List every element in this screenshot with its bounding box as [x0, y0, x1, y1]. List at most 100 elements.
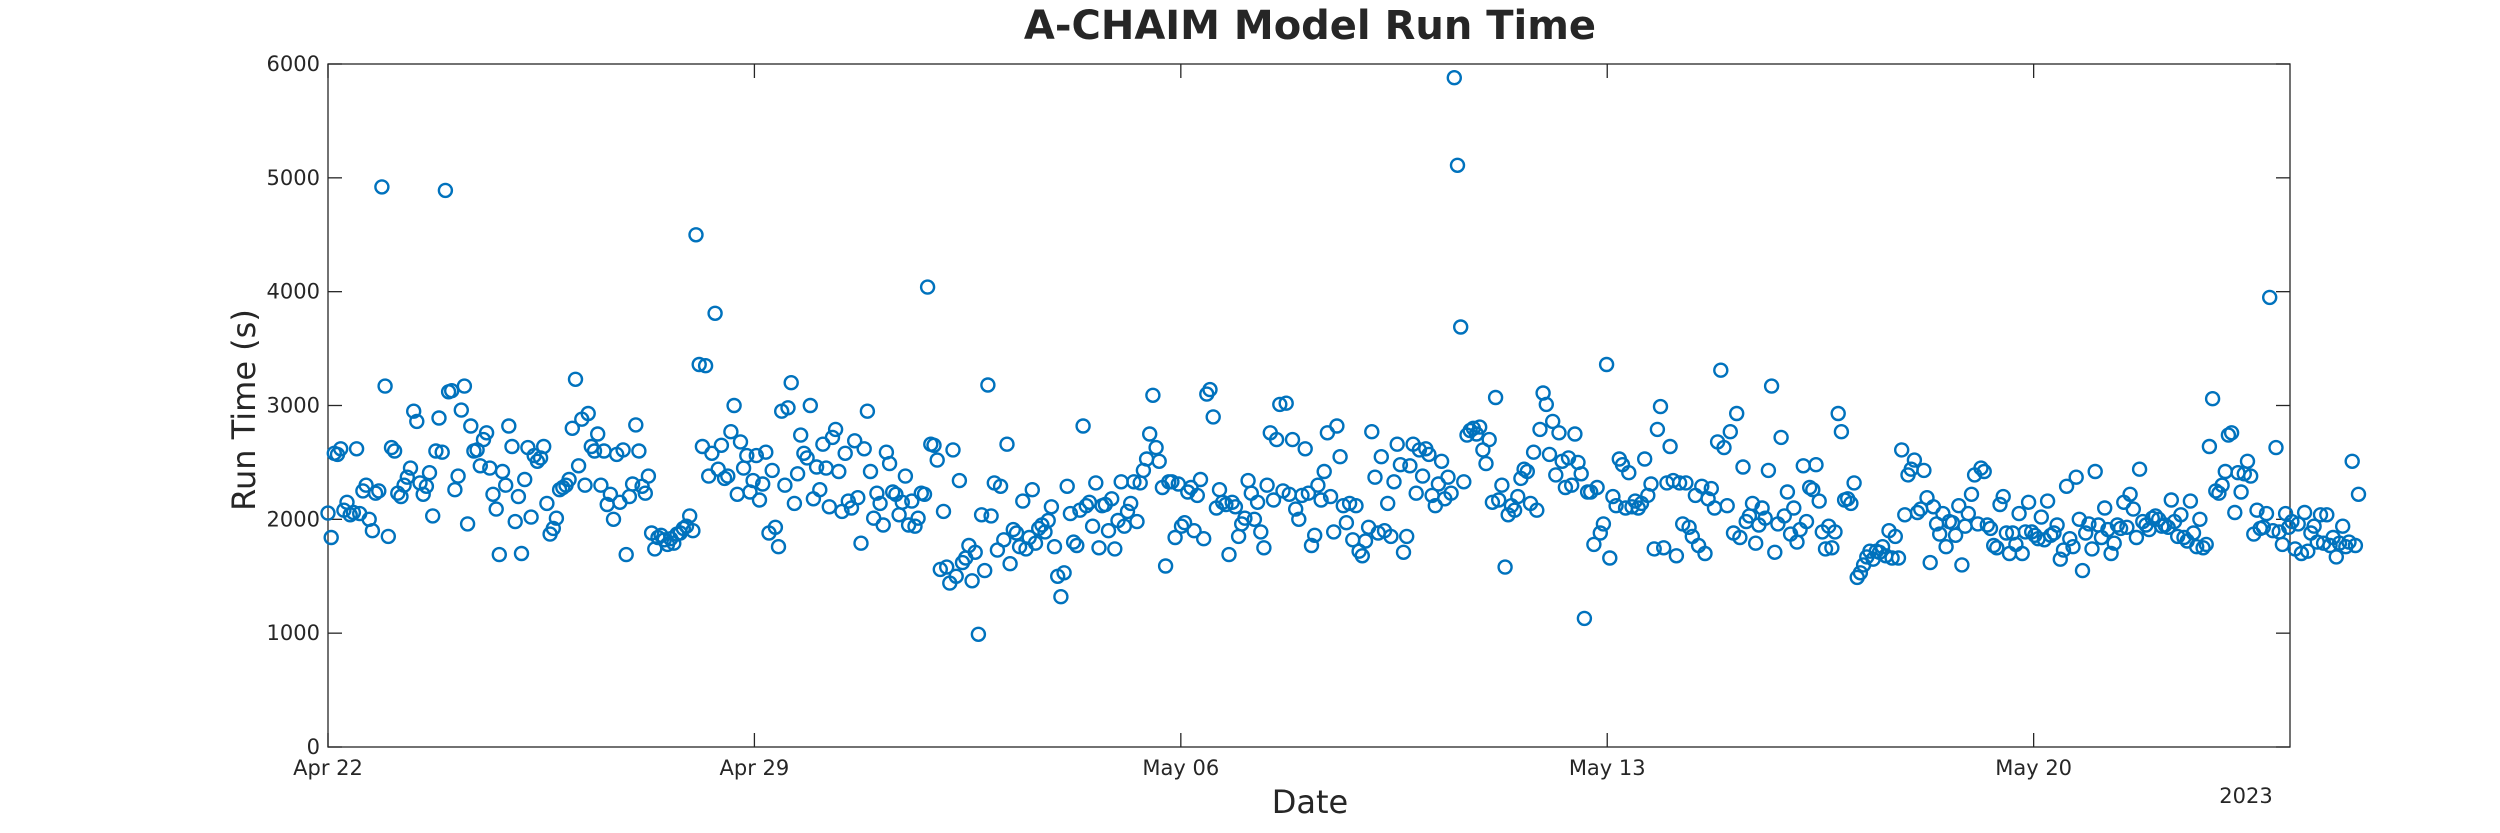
data-point [1954, 557, 1970, 573]
data-point [1043, 499, 1060, 515]
data-point [2084, 541, 2100, 557]
data-point [2334, 518, 2351, 534]
data-point [929, 452, 945, 468]
data-point [1186, 523, 1202, 539]
data-point [2185, 525, 2202, 541]
data-point [1145, 387, 1161, 403]
data-point [732, 434, 749, 450]
data-point [1567, 426, 1583, 442]
data-point [1389, 436, 1405, 452]
chart-title: A-CHAIM Model Run Time [1024, 3, 1596, 49]
data-point [529, 453, 546, 469]
data-point [2157, 517, 2173, 533]
data-point [459, 516, 476, 532]
data-point [463, 418, 479, 434]
data-point [590, 426, 606, 442]
data-point [1284, 431, 1301, 448]
data-point [377, 378, 393, 394]
data-point [1608, 498, 1624, 514]
data-point [1322, 488, 1339, 505]
data-point [1519, 463, 1536, 480]
y-axis: 0 1000 2000 3000 4000 5000 6000 [267, 52, 2290, 759]
data-point [383, 439, 400, 456]
data-point [1973, 460, 1989, 476]
data-point [1040, 512, 1056, 529]
data-point [380, 528, 396, 545]
data-point [1576, 610, 1593, 627]
data-point [1516, 461, 1532, 477]
data-point [1652, 398, 1669, 415]
data-point [2255, 519, 2272, 535]
data-point [2300, 543, 2316, 559]
data-point [907, 518, 923, 534]
data-point [2109, 517, 2126, 533]
data-point [491, 546, 507, 563]
data-point [1963, 486, 1980, 502]
data-point [1760, 462, 1777, 479]
data-point [2347, 537, 2364, 554]
data-point [1538, 396, 1555, 413]
data-point [409, 413, 425, 430]
data-point [1525, 444, 1542, 460]
data-point [2328, 549, 2345, 565]
data-point [831, 463, 847, 480]
data-point [1697, 545, 1713, 562]
data-point [1310, 477, 1326, 493]
data-point [1497, 559, 1513, 575]
data-point [1443, 485, 1459, 501]
data-point [821, 499, 837, 515]
data-point [1395, 544, 1412, 560]
data-point [1541, 446, 1558, 463]
data-point [1529, 502, 1545, 518]
data-point [1906, 452, 1923, 468]
data-point [2112, 520, 2129, 537]
data-point [1202, 381, 1218, 398]
data-point [1151, 453, 1167, 469]
data-point [2081, 516, 2097, 532]
data-point [2128, 529, 2145, 546]
data-point [1833, 424, 1850, 440]
data-point [713, 437, 730, 453]
data-point [1728, 405, 1745, 422]
data-point [396, 477, 412, 493]
y-tick-label: 6000 [267, 52, 320, 76]
data-point [2201, 438, 2218, 455]
data-point [983, 508, 999, 524]
plot-frame [327, 63, 2291, 748]
data-point [853, 535, 869, 551]
data-point [1332, 449, 1348, 465]
data-point [1265, 492, 1282, 508]
data-point [1544, 413, 1561, 430]
data-point [1348, 498, 1364, 514]
data-point [869, 485, 885, 501]
data-point [1951, 498, 1967, 514]
x-axis-year-label: 2023 [2219, 784, 2272, 808]
data-point [1386, 474, 1402, 490]
data-point [1551, 425, 1567, 441]
data-point [799, 450, 815, 466]
data-point [945, 442, 961, 458]
data-point [1119, 503, 1136, 520]
y-tick-label: 0 [307, 735, 320, 759]
data-point [2242, 468, 2259, 484]
data-point [827, 421, 844, 438]
data-point [618, 546, 634, 563]
data-point [1922, 554, 1938, 571]
data-point [1452, 319, 1469, 335]
data-point [919, 279, 936, 295]
data-point [615, 442, 631, 458]
data-point [564, 420, 580, 436]
data-point [1960, 505, 1977, 522]
data-point [916, 486, 933, 502]
data-point [2249, 502, 2265, 518]
data-point [1893, 442, 1910, 458]
data-point [770, 539, 787, 555]
data-point [1548, 467, 1564, 483]
data-point [808, 459, 825, 475]
data-point [1157, 558, 1174, 574]
data-point [1662, 438, 1678, 455]
data-point [1713, 362, 1729, 378]
data-point [1595, 516, 1612, 532]
data-point [1811, 493, 1827, 509]
data-point [631, 443, 647, 459]
